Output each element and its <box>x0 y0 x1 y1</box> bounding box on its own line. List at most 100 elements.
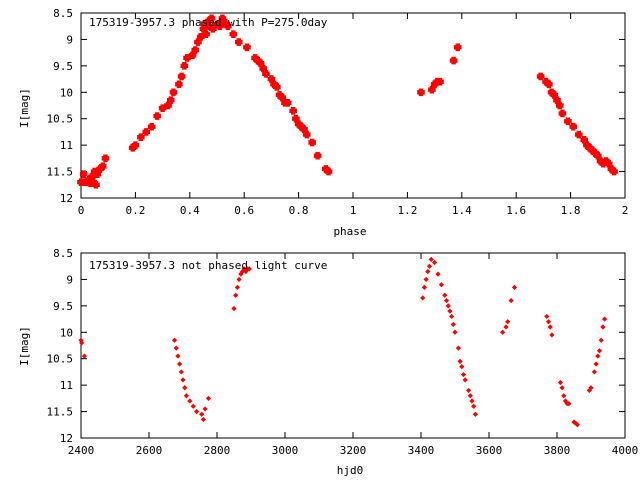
data-point <box>428 256 434 262</box>
data-point <box>79 340 85 346</box>
x-tick-label: 1 <box>350 204 357 217</box>
data-point <box>466 387 472 394</box>
data-point <box>472 411 478 417</box>
data-point <box>175 80 183 89</box>
data-point <box>205 395 212 401</box>
data-point <box>421 284 427 290</box>
data-point <box>273 83 281 91</box>
x-axis-label: phase <box>333 225 366 238</box>
unphased-light-curve-panel: 2400 2600 2800 3000 3200 3400 3600 3800 4000 8.5 9… <box>18 247 638 477</box>
data-point <box>511 284 518 290</box>
data-point <box>302 130 311 139</box>
data-point <box>469 398 475 404</box>
data-point <box>566 401 572 407</box>
data-point <box>447 308 453 314</box>
y-tick-label: 10 <box>60 86 73 99</box>
x-axis-label: hjd0 <box>337 464 364 477</box>
data-point <box>600 324 606 330</box>
y-tick-label: 8.5 <box>53 7 73 20</box>
x-tick-label: 0.4 <box>180 204 200 217</box>
data-point <box>471 403 477 409</box>
data-point <box>455 345 461 351</box>
data-point <box>202 30 210 38</box>
data-point <box>202 406 208 412</box>
data-point <box>545 80 553 89</box>
y-tick-label: 9.5 <box>53 300 73 313</box>
x-tick-label: 1.8 <box>561 204 581 217</box>
data-point <box>555 101 564 110</box>
data-point <box>187 398 193 404</box>
data-points <box>77 14 618 189</box>
data-point <box>183 393 189 399</box>
data-point <box>79 170 88 179</box>
data-point <box>508 297 514 304</box>
data-point <box>194 408 200 415</box>
data-point <box>452 329 458 335</box>
x-tick-label: 2800 <box>204 444 231 457</box>
data-point <box>505 319 511 325</box>
data-point <box>289 106 297 115</box>
data-point <box>313 151 322 160</box>
y-tick-label: 11.5 <box>47 166 74 179</box>
y-tick-label: 8.5 <box>53 247 73 260</box>
data-point <box>561 393 567 399</box>
chart-title: 175319-3957.3 phased with P=275.0day <box>89 16 328 29</box>
x-tick-label: 0.2 <box>125 204 145 217</box>
data-point <box>231 305 237 312</box>
data-point <box>178 369 184 375</box>
x-tick-label: 3400 <box>408 444 435 457</box>
data-point <box>549 332 555 338</box>
data-point <box>200 416 206 423</box>
data-point <box>236 276 242 283</box>
data-point <box>92 180 100 189</box>
y-tick-label: 10 <box>60 326 73 339</box>
data-point <box>544 313 550 320</box>
x-tick-label: 2 <box>622 204 629 217</box>
x-tick-label: 3000 <box>272 444 299 457</box>
data-point <box>180 62 189 70</box>
data-point <box>243 43 251 52</box>
data-point <box>262 69 270 78</box>
data-point <box>177 361 183 367</box>
data-point <box>423 276 429 283</box>
y-tick-label: 10.5 <box>47 113 74 126</box>
data-point <box>467 393 473 399</box>
x-tick-label: 1.2 <box>397 204 417 217</box>
x-tick-label: 0 <box>78 204 85 217</box>
data-point <box>436 77 444 86</box>
data-point <box>233 292 239 298</box>
data-point <box>571 419 577 425</box>
data-point <box>559 385 565 391</box>
data-point <box>426 263 433 269</box>
x-tick-label: 2400 <box>68 444 95 457</box>
data-point <box>420 295 426 301</box>
data-point <box>191 46 200 54</box>
data-point <box>283 99 292 107</box>
phased-light-curve-panel: 0 0.2 0.4 0.6 0.8 1 1.2 1.4 1.6 1.8 2 8.5 9 9.5 10 10.5… <box>18 7 628 238</box>
data-point <box>137 133 145 142</box>
data-point <box>564 117 572 126</box>
data-point <box>574 422 580 428</box>
data-point <box>596 348 603 354</box>
data-point <box>199 411 205 417</box>
data-point <box>180 377 186 383</box>
data-point <box>536 72 545 81</box>
data-point <box>610 167 618 176</box>
data-point <box>595 353 601 359</box>
y-tick-label: 11.5 <box>47 406 74 419</box>
data-point <box>457 358 463 364</box>
data-point <box>182 385 188 391</box>
data-point <box>425 268 431 275</box>
data-point <box>98 162 107 171</box>
data-point <box>586 387 592 394</box>
data-point <box>459 364 465 370</box>
data-point <box>171 337 178 343</box>
data-point <box>173 345 179 351</box>
x-tick-label: 3600 <box>476 444 503 457</box>
data-point <box>324 167 333 176</box>
data-point <box>190 403 196 409</box>
data-points <box>78 256 608 428</box>
data-point <box>81 353 87 359</box>
y-tick-label: 12 <box>60 192 73 205</box>
data-point <box>207 14 216 23</box>
